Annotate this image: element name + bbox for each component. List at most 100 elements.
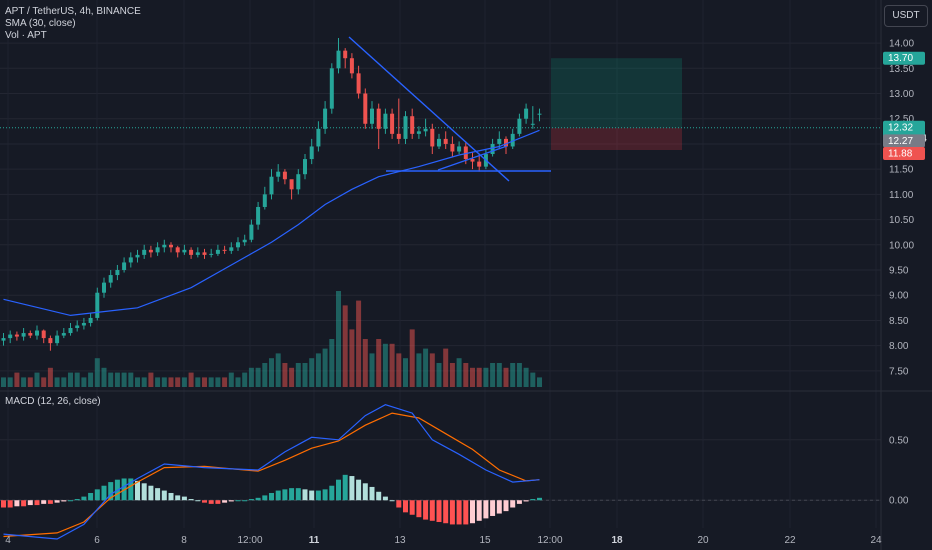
volume-bar	[68, 372, 73, 387]
drawings	[0, 58, 881, 501]
candle-body	[356, 73, 361, 94]
volume-bar	[202, 377, 207, 387]
volume-bar	[356, 300, 362, 387]
macd-histogram-bar	[289, 488, 295, 501]
volume-bar	[537, 377, 542, 387]
legend-macd[interactable]: MACD (12, 26, close)	[5, 396, 101, 407]
target-price-tag-bg	[883, 51, 925, 65]
candle-body	[48, 338, 53, 344]
price-tick-label: 12.50	[889, 114, 914, 125]
candle-body	[316, 128, 321, 147]
volume-bar	[61, 377, 67, 387]
candle-body	[530, 123, 535, 125]
candle-body	[470, 159, 475, 162]
macd-histogram-bar	[302, 489, 308, 501]
time-tick-label: 13	[394, 535, 406, 546]
candle-body	[396, 133, 401, 139]
candle-body	[296, 174, 301, 190]
candle-body	[155, 247, 160, 253]
legend-symbol[interactable]: APT / TetherUS, 4h, BINANCE	[5, 6, 141, 17]
macd-histogram-bar	[161, 490, 167, 501]
macd-histogram-bar	[255, 497, 261, 501]
sma-line	[3, 129, 540, 317]
candle-body	[303, 159, 307, 175]
macd-histogram-bar	[188, 499, 194, 501]
candle-body	[21, 333, 26, 337]
volume-bar	[7, 377, 13, 387]
volume-bar	[342, 305, 348, 387]
price-tick-label: 13.50	[889, 64, 914, 75]
macd-histogram-bar	[135, 480, 140, 501]
volume-bar	[362, 339, 368, 387]
time-tick-label: 20	[697, 535, 709, 546]
macd-histogram-bar	[356, 479, 362, 501]
candle-body	[282, 171, 287, 180]
volume-bar	[128, 372, 134, 387]
candles	[1, 38, 542, 351]
candle-body	[262, 194, 267, 207]
candle-body	[323, 108, 328, 129]
volume-bar	[490, 363, 496, 387]
macd-histogram-bar	[342, 474, 348, 501]
time-tick-label: 22	[784, 535, 796, 546]
volume-bar	[114, 372, 120, 387]
macd-tick-label: 0.00	[889, 496, 909, 507]
macd-histogram-bar	[389, 500, 395, 502]
macd-histogram-bar	[14, 500, 20, 507]
candle-body	[370, 108, 374, 124]
legend-volume[interactable]: Vol · APT	[5, 30, 47, 41]
volume-bar	[369, 353, 375, 387]
volume-bar	[248, 367, 254, 387]
candle-body	[8, 334, 13, 339]
macd-tick-label: 0.50	[889, 435, 909, 446]
volume-bar	[516, 363, 522, 387]
time-tick-label: 4	[5, 535, 11, 546]
macd-histogram-bar	[148, 485, 154, 501]
volume-bar	[27, 377, 33, 387]
volume-bar	[208, 377, 214, 387]
macd-histogram-bar	[128, 478, 134, 501]
volume-bar	[81, 377, 87, 387]
candle-body	[497, 138, 502, 144]
macd-histogram-bar	[222, 500, 228, 503]
trendline-rising	[437, 145, 508, 171]
legend-sma[interactable]: SMA (30, close)	[5, 18, 76, 29]
time-tick-label: 8	[181, 535, 187, 546]
candle-body	[242, 239, 247, 243]
candle-body	[229, 247, 234, 251]
macd-pane	[1, 404, 542, 540]
macd-histogram-bar	[470, 500, 475, 524]
macd-histogram-bar	[483, 500, 489, 519]
macd-histogram-bar	[443, 500, 449, 524]
macd-histogram-bar	[68, 500, 73, 502]
candle-body	[517, 118, 522, 134]
candle-body	[416, 131, 421, 134]
volume-bar	[456, 358, 462, 387]
macd-signal-line	[3, 412, 540, 538]
macd-histogram-bar	[463, 500, 469, 525]
macd-histogram-bar	[88, 492, 94, 501]
time-tick-label: 24	[870, 535, 882, 546]
volume-bar	[101, 367, 107, 387]
candle-body	[81, 322, 86, 326]
macd-histogram-bar	[168, 492, 174, 501]
volume-bar	[108, 372, 114, 387]
candle-body	[343, 50, 348, 59]
macd-histogram-bar	[208, 500, 214, 504]
macd-histogram-bar	[409, 500, 415, 515]
macd-histogram-bar	[382, 496, 388, 501]
macd-histogram-bar	[248, 499, 254, 501]
volume-bar	[382, 343, 388, 387]
macd-histogram-bar	[21, 500, 27, 507]
volume-bar	[262, 363, 268, 387]
candle-body	[35, 330, 39, 336]
macd-histogram-bar	[101, 485, 107, 501]
candle-body	[142, 249, 147, 255]
volume-bar	[41, 377, 47, 387]
currency-button[interactable]: USDT	[884, 5, 928, 27]
candle-body	[215, 249, 220, 254]
candle-body	[510, 133, 515, 147]
macd-histogram-bar	[423, 500, 429, 520]
macd-histogram-bar	[476, 500, 482, 521]
